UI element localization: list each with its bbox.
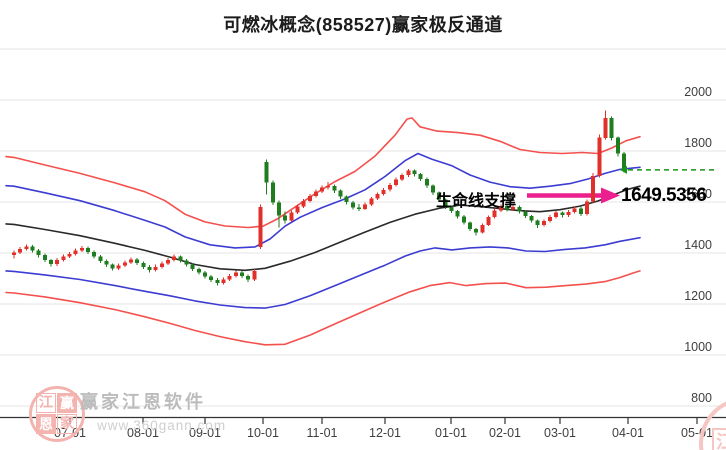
- x-axis-label: 02-01: [489, 426, 521, 440]
- x-axis-label: 07-01: [54, 426, 86, 440]
- candles: [12, 110, 626, 286]
- x-axis-label: 08-01: [127, 426, 159, 440]
- upper-blue-rail: [5, 152, 641, 249]
- y-axis-label: 1200: [684, 288, 712, 303]
- lifeline-support-annotation: 生命线支撑: [436, 193, 517, 210]
- y-axis-label: 1800: [684, 135, 712, 150]
- lifeline-support-value: 1649.5356: [621, 185, 707, 206]
- y-axis-label: 2000: [684, 84, 712, 99]
- x-axis-label: 03-01: [544, 426, 576, 440]
- y-axis-label: 800: [691, 390, 712, 405]
- support-arrow: [527, 187, 620, 204]
- x-axis-label: 10-01: [247, 426, 279, 440]
- chart-title: 可燃冰概念(858527)赢家极反通道: [223, 15, 503, 35]
- last-price-dashed-line: [620, 165, 716, 174]
- x-axis-label: 01-01: [435, 426, 467, 440]
- x-axis-label: 05-01: [681, 426, 713, 440]
- y-axis-label: 1600: [684, 186, 712, 201]
- y-axis-label: 1000: [684, 339, 712, 354]
- upper-red-rail: [5, 117, 641, 229]
- lower-blue-rail: [5, 236, 641, 309]
- lower-red-rail: [5, 270, 641, 346]
- lifeline: [5, 185, 641, 272]
- x-axis-label: 09-01: [189, 426, 221, 440]
- x-axis-label: 12-01: [369, 426, 401, 440]
- y-axis-label: 1400: [684, 237, 712, 252]
- x-axis-label: 04-01: [612, 426, 644, 440]
- x-axis-label: 11-01: [306, 426, 338, 440]
